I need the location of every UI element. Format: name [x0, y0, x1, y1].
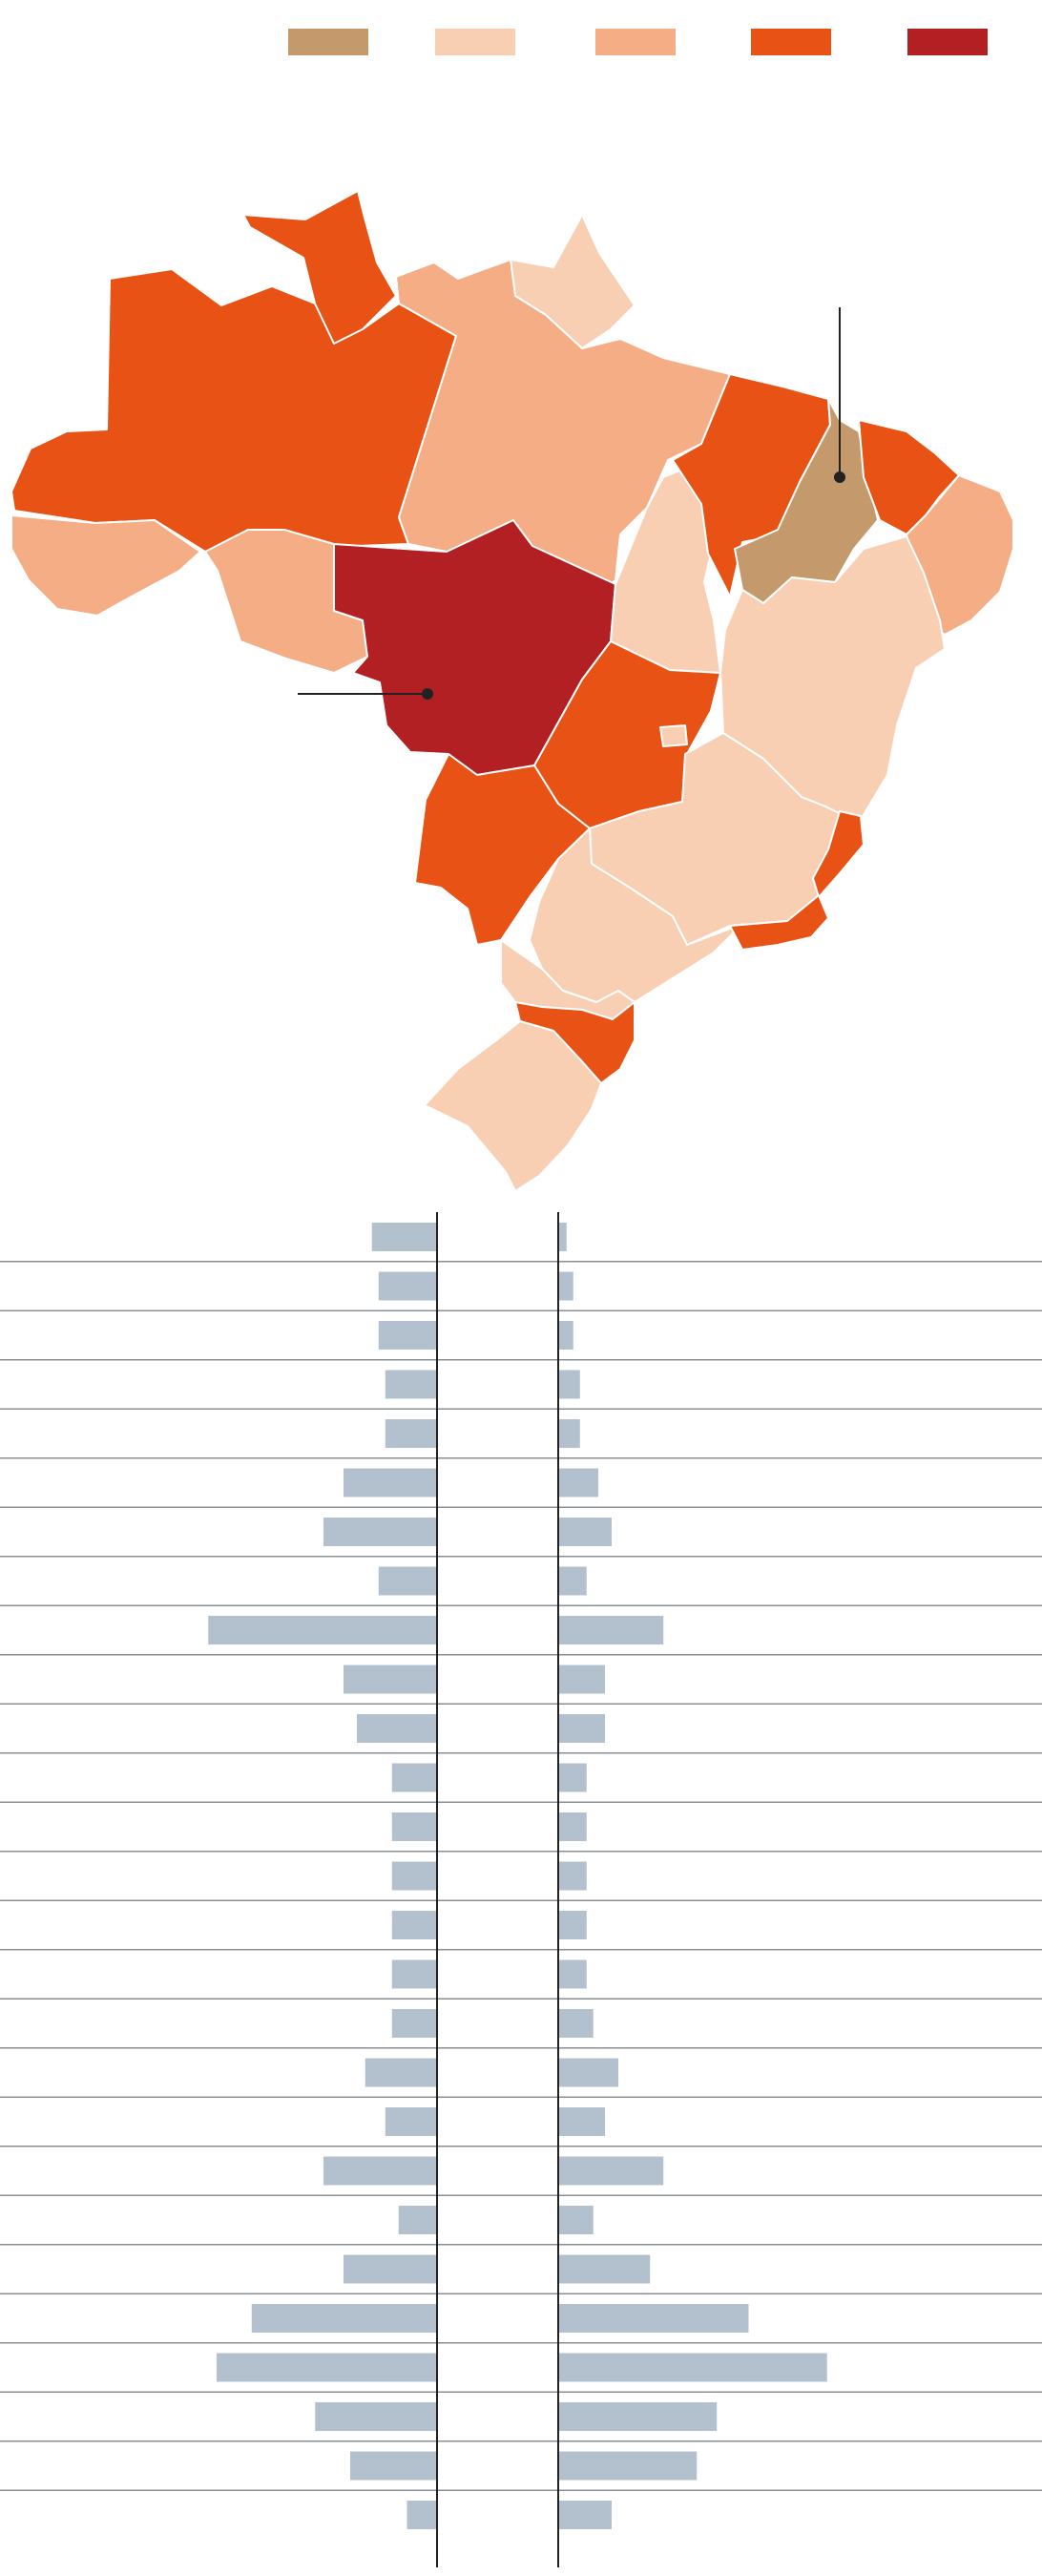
bar-right: [558, 2058, 618, 2087]
bar-right: [558, 1763, 587, 1792]
legend-swatch: [907, 29, 988, 55]
bar-right: [558, 1518, 612, 1546]
bar-left: [365, 2058, 437, 2087]
bar-right: [558, 1321, 573, 1350]
region-espirito-santo: [812, 810, 865, 898]
bar-left: [391, 2009, 437, 2038]
region-rio-de-janeiro: [729, 894, 829, 951]
bar-right: [558, 2107, 605, 2136]
region-northeast-east-coast: [906, 474, 1014, 636]
legend: [0, 0, 1042, 86]
bar-right: [558, 2254, 651, 2284]
bar-right: [558, 1419, 580, 1448]
bar-right: [558, 1911, 587, 1939]
region-sao-paulo: [529, 827, 743, 1003]
bar-right: [558, 2353, 827, 2382]
bar-left: [378, 1321, 437, 1350]
bar-right: [558, 2206, 594, 2234]
callout-dot-piaui: [834, 471, 845, 483]
bar-left: [385, 2107, 437, 2136]
bar-right: [558, 1468, 598, 1497]
bar-left: [391, 1812, 437, 1841]
callout-dot-mato-grosso: [422, 688, 433, 700]
legend-swatch: [435, 29, 515, 55]
region-acre: [10, 514, 201, 617]
bar-left: [385, 1370, 437, 1399]
bar-left: [208, 1616, 437, 1644]
legend-swatch: [595, 29, 676, 55]
bar-left: [391, 1763, 437, 1792]
region-rio-grande-do-sul: [424, 1020, 602, 1192]
bar-left: [344, 1468, 437, 1497]
region-roraima: [242, 190, 397, 345]
bar-right: [558, 2402, 718, 2431]
bar-left: [217, 2353, 437, 2382]
bar-left: [391, 1959, 437, 1989]
bar-left: [391, 1861, 437, 1891]
region-amazonas: [10, 268, 457, 553]
bar-right: [558, 1959, 587, 1989]
brazil-choropleth-map: [0, 172, 1042, 1203]
bar-left: [315, 2402, 437, 2431]
bar-right: [558, 1566, 587, 1596]
bar-left: [251, 2304, 437, 2333]
bar-right: [558, 1812, 587, 1841]
bar-right: [558, 2451, 698, 2481]
bar-right: [558, 1223, 567, 1251]
bar-left: [406, 2501, 437, 2529]
bar-right: [558, 2501, 612, 2529]
bar-right: [558, 1616, 664, 1644]
map-svg: [10, 190, 1014, 1192]
bar-right: [558, 2156, 664, 2186]
legend-swatch: [751, 29, 831, 55]
bar-left: [391, 1911, 437, 1939]
bar-right: [558, 2304, 749, 2333]
bar-left: [357, 1714, 437, 1743]
bar-right: [558, 1861, 587, 1891]
bar-left: [323, 1518, 437, 1546]
bar-right: [558, 1271, 573, 1301]
region-distrito-federal: [659, 724, 688, 747]
bar-right: [558, 1714, 605, 1743]
bar-left: [371, 1223, 437, 1251]
bar-left: [385, 1419, 437, 1448]
bar-left: [344, 2254, 437, 2284]
bar-left: [378, 1271, 437, 1301]
bar-left: [350, 2451, 437, 2481]
bar-right: [558, 1665, 605, 1694]
bar-left: [323, 2156, 437, 2186]
bar-left: [398, 2206, 437, 2234]
bar-right: [558, 1370, 580, 1399]
bar-chart-svg: [0, 1212, 1042, 2567]
legend-swatch: [288, 29, 368, 55]
bar-left: [378, 1566, 437, 1596]
bar-left: [344, 1665, 437, 1694]
bar-chart: [0, 1212, 1042, 2571]
bar-right: [558, 2009, 594, 2038]
